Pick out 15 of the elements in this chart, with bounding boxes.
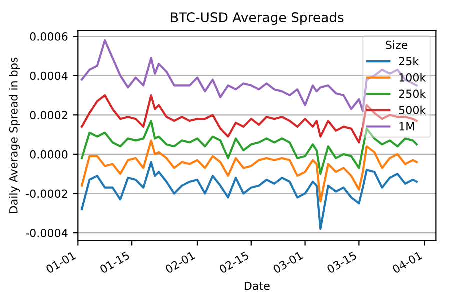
y-tick-label: -0.0002 — [26, 190, 68, 198]
x-axis-title: Date — [244, 282, 270, 290]
legend-title: Size — [386, 40, 408, 50]
legend-label: 250k — [399, 90, 426, 98]
legend-label: 25k — [399, 56, 420, 66]
y-tick-label: 0.0000 — [30, 150, 68, 159]
legend-label: 1M — [400, 122, 414, 131]
y-tick-label: 0.0004 — [30, 72, 68, 80]
legend-label: 100k — [400, 73, 426, 82]
y-axis-title: Daily Average Spread in bps — [9, 58, 20, 214]
y-tick-label: -0.0004 — [26, 229, 68, 238]
legend-label: 500k — [399, 106, 426, 114]
chart-title: BTC-USD Average Spreads — [171, 12, 344, 26]
y-tick-label: 0.0006 — [30, 32, 68, 41]
y-tick-label: 0.0002 — [30, 111, 68, 120]
